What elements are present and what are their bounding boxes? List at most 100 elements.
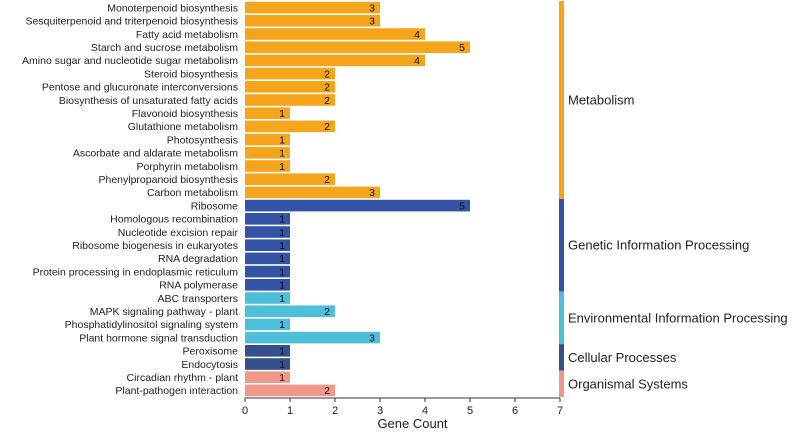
category-label: Ribosome biogenesis in eukaryotes [72, 240, 238, 252]
x-tick-label: 5 [467, 405, 473, 417]
value-label: 1 [279, 346, 285, 358]
bar [245, 371, 290, 383]
category-label: Nucleotide excision repair [118, 227, 239, 239]
bar [245, 15, 380, 27]
x-tick-label: 4 [422, 405, 428, 417]
category-label: Monoterpenoid biosynthesis [107, 2, 238, 14]
category-label: Peroxisome [183, 346, 239, 358]
category-label: Phenylpropanoid biosynthesis [98, 174, 238, 186]
bar [245, 107, 290, 119]
bar [245, 120, 335, 133]
value-label: 2 [324, 385, 330, 397]
value-label: 1 [279, 161, 285, 173]
x-tick-label: 6 [512, 405, 518, 417]
value-label: 2 [324, 306, 330, 318]
value-label: 4 [414, 29, 420, 41]
category-label: Ascorbate and aldarate metabolism [73, 148, 238, 160]
value-label: 1 [279, 359, 285, 371]
value-label: 2 [324, 82, 330, 94]
bar [245, 239, 290, 251]
value-label: 1 [279, 134, 285, 146]
value-label: 1 [279, 108, 285, 120]
value-label: 5 [459, 200, 465, 212]
value-label: 3 [369, 16, 375, 28]
category-label: Biosynthesis of unsaturated fatty acids [59, 95, 238, 107]
bar [245, 331, 380, 344]
bar [245, 160, 290, 172]
category-label: Sesquiterpenoid and triterpenoid biosynt… [26, 16, 238, 28]
group-label: Cellular Processes [568, 350, 677, 365]
value-label: 1 [279, 227, 285, 239]
bar [245, 199, 470, 212]
group-label: Metabolism [568, 93, 634, 108]
x-axis-title: Gene Count [377, 416, 447, 431]
group-label: Environmental Information Processing [568, 310, 788, 325]
category-label: Fatty acid metabolism [136, 29, 238, 41]
category-label: Glutathione metabolism [128, 121, 239, 133]
value-label: 1 [279, 293, 285, 305]
category-strip [559, 1, 564, 199]
bar [245, 305, 335, 317]
group-label: Organismal Systems [568, 376, 688, 391]
category-label: Photosynthesis [167, 134, 238, 146]
category-label: Flavonoid biosynthesis [132, 108, 238, 120]
category-label: ABC transporters [157, 293, 238, 305]
value-label: 1 [279, 253, 285, 265]
bar [245, 81, 335, 93]
bar [245, 345, 290, 357]
x-tick-label: 7 [557, 405, 563, 417]
value-label: 1 [279, 266, 285, 278]
x-tick-label: 2 [332, 405, 338, 417]
bar [245, 213, 290, 225]
category-label: Carbon metabolism [147, 187, 238, 199]
bar [245, 186, 380, 199]
x-tick-label: 3 [377, 405, 383, 417]
category-label: Phosphatidylinositol signaling system [65, 319, 239, 331]
bar [245, 358, 290, 370]
category-label: Plant hormone signal transduction [79, 332, 238, 344]
category-strip [559, 370, 564, 397]
value-label: 1 [279, 372, 285, 384]
category-label: Porphyrin metabolism [136, 161, 238, 173]
bar [245, 94, 335, 106]
value-label: 4 [414, 55, 420, 67]
value-label: 1 [279, 280, 285, 292]
bar [245, 265, 290, 278]
bar [245, 147, 290, 159]
category-label: Protein processing in endoplasmic reticu… [33, 266, 239, 278]
category-label: RNA polymerase [159, 280, 238, 292]
bar [245, 41, 470, 53]
category-label: Pentose and glucuronate interconversions [42, 82, 238, 94]
value-label: 1 [279, 214, 285, 226]
value-label: 3 [369, 332, 375, 344]
bar [245, 28, 425, 40]
value-label: 1 [279, 240, 285, 252]
value-label: 1 [279, 148, 285, 160]
bar [245, 133, 290, 146]
category-label: Homologous recombination [110, 214, 238, 226]
value-label: 3 [369, 187, 375, 199]
category-label: MAPK signaling pathway - plant [90, 306, 238, 318]
category-label: Ribosome [191, 200, 238, 212]
category-label: Circadian rhythm - plant [127, 372, 239, 384]
category-label: Amino sugar and nucleotide sugar metabol… [22, 55, 238, 67]
bar [245, 279, 290, 291]
bar [245, 54, 425, 67]
value-label: 3 [369, 2, 375, 14]
bar [245, 1, 380, 14]
value-label: 2 [324, 121, 330, 133]
category-label: RNA degradation [158, 253, 238, 265]
category-label: Starch and sucrose metabolism [91, 42, 238, 54]
category-label: Plant-pathogen interaction [115, 385, 238, 397]
category-strip [559, 199, 564, 292]
value-label: 2 [324, 174, 330, 186]
value-label: 2 [324, 68, 330, 80]
value-label: 1 [279, 319, 285, 331]
category-strip [559, 344, 564, 371]
bar [245, 292, 290, 304]
x-tick-label: 0 [242, 405, 248, 417]
x-tick-label: 1 [287, 405, 293, 417]
bar [245, 226, 290, 238]
